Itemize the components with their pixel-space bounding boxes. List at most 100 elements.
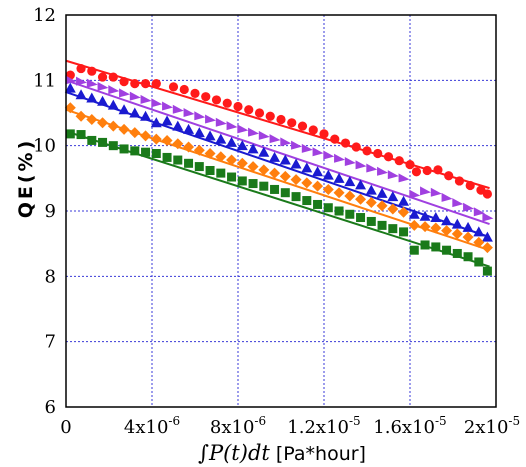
x-tick-label: 1.2x10-5 bbox=[287, 414, 360, 438]
data-point bbox=[86, 78, 98, 88]
data-point bbox=[108, 141, 118, 151]
data-point bbox=[173, 155, 183, 165]
data-point bbox=[433, 165, 443, 175]
data-point bbox=[86, 92, 98, 103]
data-point bbox=[265, 111, 275, 121]
data-point bbox=[287, 118, 297, 128]
data-point bbox=[291, 140, 303, 150]
data-point bbox=[258, 146, 270, 157]
data-point bbox=[172, 104, 184, 114]
data-point bbox=[151, 79, 161, 89]
data-point bbox=[211, 95, 222, 105]
data-point bbox=[330, 134, 340, 144]
data-point bbox=[334, 206, 344, 216]
data-point bbox=[205, 165, 215, 175]
data-point bbox=[215, 151, 227, 163]
data-point bbox=[312, 166, 324, 177]
data-point bbox=[269, 167, 281, 179]
data-point bbox=[247, 161, 259, 173]
data-point bbox=[279, 170, 291, 182]
data-point bbox=[420, 240, 430, 250]
data-point bbox=[444, 171, 454, 181]
data-point bbox=[462, 221, 474, 232]
y-tick-labels: 6 7 8 9 10 11 12 bbox=[33, 5, 56, 418]
data-point bbox=[107, 120, 119, 132]
data-point bbox=[451, 218, 463, 229]
data-point bbox=[98, 137, 108, 147]
data-point bbox=[442, 245, 452, 255]
x-axis-label-expr: P(t)dt bbox=[208, 441, 270, 465]
data-point bbox=[376, 200, 388, 212]
data-point bbox=[279, 154, 291, 165]
data-point bbox=[290, 174, 302, 186]
data-point bbox=[129, 107, 141, 118]
data-point bbox=[481, 242, 493, 254]
data-point bbox=[344, 190, 356, 202]
data-point bbox=[355, 193, 367, 205]
data-point bbox=[290, 158, 302, 169]
data-point bbox=[431, 242, 441, 252]
data-point bbox=[140, 110, 152, 121]
data-point bbox=[118, 123, 130, 135]
data-point bbox=[76, 76, 88, 86]
data-point bbox=[151, 98, 163, 108]
data-point bbox=[333, 187, 345, 199]
data-point bbox=[344, 157, 356, 166]
data-point bbox=[216, 168, 226, 178]
data-point bbox=[86, 114, 98, 126]
data-point bbox=[422, 165, 432, 176]
data-point bbox=[301, 143, 313, 153]
x-tick-labels: 0 4x10-6 8x10-6 1.2x10-5 1.6x10-5 2x10-5 bbox=[60, 414, 520, 438]
data-point bbox=[398, 206, 410, 218]
data-point bbox=[129, 127, 141, 139]
data-point bbox=[482, 189, 492, 199]
data-point bbox=[190, 88, 200, 98]
data-point bbox=[247, 143, 259, 154]
data-point bbox=[107, 99, 119, 110]
data-point bbox=[419, 210, 431, 221]
data-point bbox=[97, 81, 109, 91]
data-point bbox=[172, 120, 184, 131]
data-point bbox=[258, 130, 270, 140]
data-point bbox=[345, 209, 355, 219]
data-point bbox=[161, 115, 173, 126]
data-point bbox=[97, 95, 109, 106]
data-point bbox=[430, 222, 442, 234]
data-point bbox=[482, 212, 494, 222]
data-point bbox=[297, 121, 308, 131]
data-point bbox=[355, 179, 367, 190]
data-point bbox=[376, 187, 388, 198]
data-point bbox=[204, 148, 216, 160]
data-point bbox=[366, 216, 376, 226]
data-point bbox=[465, 180, 475, 191]
data-point bbox=[441, 225, 453, 237]
data-point bbox=[482, 266, 492, 276]
data-point bbox=[87, 66, 97, 76]
data-point bbox=[312, 147, 324, 157]
x-axis-label: ∫P(t)dt [Pa*hour] bbox=[198, 441, 366, 465]
data-point bbox=[387, 191, 399, 202]
data-point bbox=[351, 142, 361, 152]
data-point bbox=[452, 248, 462, 258]
data-point bbox=[141, 147, 151, 157]
data-point bbox=[248, 179, 258, 189]
data-point bbox=[108, 85, 120, 95]
data-point bbox=[373, 148, 383, 159]
data-point bbox=[319, 129, 329, 139]
data-point bbox=[75, 110, 87, 122]
data-point bbox=[344, 176, 356, 187]
data-point bbox=[340, 138, 351, 148]
data-point bbox=[377, 166, 389, 176]
data-point bbox=[270, 184, 280, 194]
data-point bbox=[140, 130, 152, 142]
data-point bbox=[334, 153, 346, 163]
data-point bbox=[366, 163, 378, 173]
data-point bbox=[280, 137, 292, 147]
data-point bbox=[441, 192, 453, 202]
y-tick-label: 8 bbox=[45, 266, 56, 287]
data-point bbox=[204, 130, 216, 141]
data-point bbox=[140, 94, 152, 104]
data-point bbox=[237, 176, 247, 186]
data-point bbox=[254, 108, 265, 118]
